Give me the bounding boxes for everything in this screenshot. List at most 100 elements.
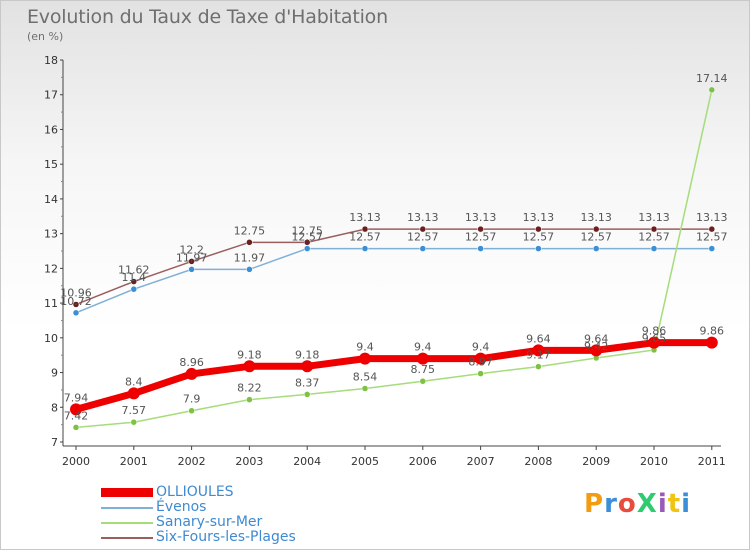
data-label: 12.57 — [523, 231, 555, 244]
data-label: 12.57 — [291, 231, 323, 244]
data-label: 9.4 — [356, 341, 374, 354]
data-label: 9.17 — [526, 349, 551, 362]
data-point — [303, 239, 311, 246]
x-tick-label: 2008 — [524, 455, 552, 468]
data-point — [243, 360, 256, 373]
data-point — [303, 391, 311, 398]
legend-label: OLLIOULES — [156, 484, 234, 500]
x-tick-label: 2010 — [640, 455, 668, 468]
data-point — [708, 86, 716, 94]
data-point — [592, 245, 600, 252]
data-point — [303, 245, 311, 252]
data-point — [188, 407, 195, 414]
data-point — [592, 225, 600, 233]
data-point — [705, 336, 718, 349]
data-label: 12.57 — [465, 231, 497, 244]
data-label: 12.57 — [349, 231, 381, 244]
data-label: 9.86 — [642, 325, 667, 338]
y-tick-label: 15 — [44, 158, 58, 171]
data-point — [72, 309, 80, 317]
x-tick-label: 2011 — [698, 455, 726, 468]
data-label: 8.96 — [179, 356, 204, 369]
data-label: 12.57 — [407, 231, 439, 244]
data-label: 11.97 — [234, 251, 266, 264]
legend-swatch — [101, 488, 153, 497]
data-point — [419, 377, 427, 385]
data-point — [185, 367, 198, 380]
legend-label: Six-Fours-les-Plages — [156, 529, 296, 545]
x-tick-label: 2001 — [120, 455, 148, 468]
data-point — [246, 266, 253, 273]
data-point — [477, 245, 484, 252]
legend-label: Sanary-sur-Mer — [156, 514, 263, 530]
data-point — [650, 225, 658, 233]
data-point — [474, 352, 487, 365]
data-point — [361, 245, 369, 252]
data-label: 13.13 — [580, 211, 612, 224]
legend-swatch — [101, 536, 153, 539]
y-tick-label: 16 — [44, 123, 58, 136]
y-tick-label: 9 — [51, 367, 58, 380]
data-label: 8.75 — [411, 363, 436, 376]
data-label: 12.57 — [580, 231, 612, 244]
x-tick-label: 2003 — [235, 455, 263, 468]
data-label: 7.42 — [64, 409, 89, 422]
logo-letter: X — [636, 489, 658, 519]
data-label: 12.57 — [638, 231, 670, 244]
data-label: 10.72 — [60, 295, 92, 308]
data-point — [361, 385, 369, 392]
data-point — [535, 225, 542, 233]
data-point — [246, 239, 253, 246]
data-label: 9.64 — [526, 332, 551, 345]
data-point — [535, 245, 542, 252]
y-tick-label: 17 — [44, 89, 58, 102]
data-point — [130, 285, 138, 293]
data-label: 9.42 — [584, 340, 609, 353]
data-label: 8.54 — [353, 371, 378, 384]
y-tick-label: 11 — [44, 297, 58, 310]
x-tick-label: 2009 — [582, 455, 610, 468]
series-line — [75, 228, 712, 306]
series-line — [75, 89, 713, 429]
x-tick-label: 2006 — [409, 455, 437, 468]
data-point — [130, 278, 138, 285]
data-label: 7.57 — [122, 404, 147, 417]
y-tick-label: 10 — [44, 332, 58, 345]
data-label: 17.14 — [696, 72, 728, 85]
series-line-ollioules — [75, 339, 712, 413]
data-point — [708, 245, 716, 252]
data-label: 13.13 — [696, 211, 728, 224]
data-label: 9.65 — [642, 332, 667, 345]
y-tick-label: 13 — [44, 228, 58, 241]
data-label: 11.97 — [176, 251, 208, 264]
data-label: 7.94 — [64, 391, 89, 404]
series-line — [75, 247, 712, 314]
x-tick-label: 2007 — [467, 455, 495, 468]
data-point — [708, 225, 716, 233]
data-label: 7.9 — [183, 393, 201, 406]
data-point — [650, 245, 658, 252]
legend-label: Évenos — [156, 499, 207, 515]
y-tick-label: 14 — [44, 193, 58, 206]
data-label: 12.75 — [234, 224, 266, 237]
data-label: 8.97 — [468, 356, 493, 369]
y-tick-label: 12 — [44, 262, 58, 275]
data-label: 9.18 — [237, 348, 262, 361]
data-point — [419, 245, 427, 252]
data-point — [359, 352, 371, 365]
data-point — [419, 225, 427, 233]
data-point — [477, 225, 484, 233]
chart-subtitle: (en %) — [27, 30, 64, 43]
data-label: 9.4 — [472, 341, 490, 354]
chart-title: Evolution du Taux de Taxe d'Habitation — [27, 6, 388, 28]
data-label: 9.4 — [414, 341, 432, 354]
data-point — [477, 370, 484, 377]
data-label: 9.86 — [700, 325, 725, 338]
data-point — [416, 352, 429, 365]
y-tick-label: 7 — [51, 436, 58, 449]
data-label: 9.18 — [295, 348, 320, 361]
data-point — [590, 344, 603, 357]
data-point — [246, 396, 253, 403]
